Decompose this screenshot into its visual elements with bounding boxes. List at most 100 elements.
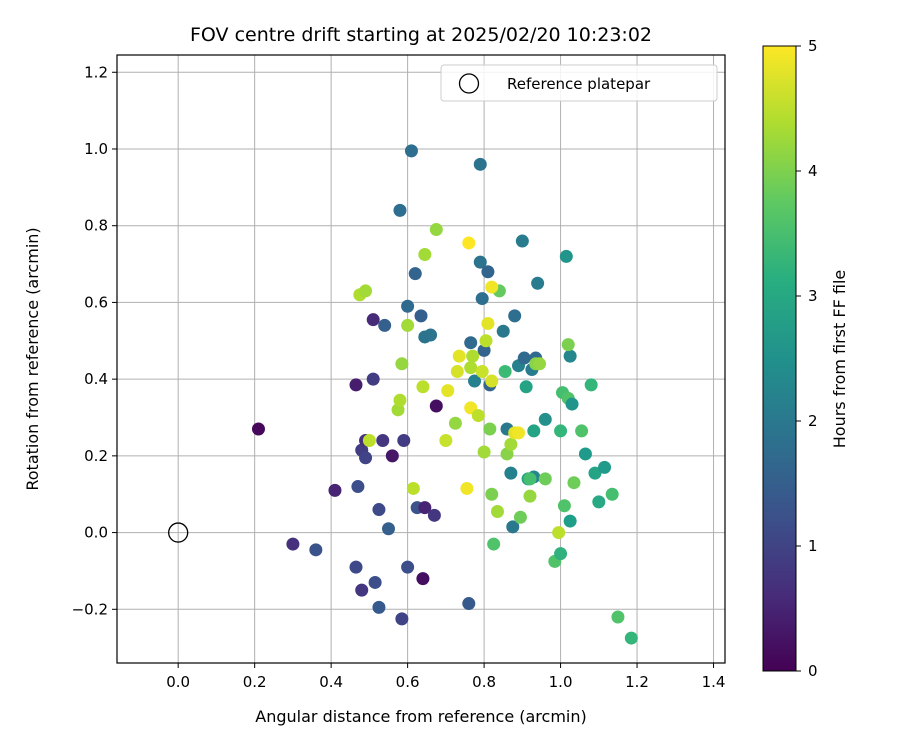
data-point: [427, 508, 441, 522]
data-point: [554, 547, 568, 561]
data-point: [578, 447, 592, 461]
data-point: [404, 144, 418, 158]
legend-reference-marker: [458, 73, 480, 94]
data-point: [523, 472, 537, 486]
data-point: [328, 483, 342, 497]
data-point: [490, 504, 504, 518]
data-point: [406, 481, 420, 495]
data-point: [605, 487, 619, 501]
data-point: [557, 499, 571, 513]
data-point: [401, 560, 415, 574]
y-tick-label: 0.0: [84, 524, 108, 542]
data-point: [485, 280, 499, 294]
data-point: [592, 495, 606, 509]
data-point: [401, 318, 415, 332]
data-point: [567, 476, 581, 490]
data-point: [359, 284, 373, 298]
data-point: [527, 424, 541, 438]
x-axis-label: Angular distance from reference (arcmin): [255, 707, 586, 726]
data-point: [448, 416, 462, 430]
data-point: [372, 503, 386, 517]
data-point: [512, 426, 526, 440]
legend-box: [440, 64, 718, 102]
colorbar-label: Hours from first FF file: [830, 270, 849, 449]
data-point: [460, 481, 474, 495]
data-point: [496, 324, 510, 338]
data-point: [487, 537, 501, 551]
data-point: [355, 583, 369, 597]
data-point: [559, 249, 573, 263]
data-point: [471, 409, 485, 423]
data-point: [414, 309, 428, 323]
data-point: [588, 466, 602, 480]
data-point: [368, 575, 382, 589]
x-tick-label: 0.4: [319, 673, 343, 691]
data-point: [504, 437, 518, 451]
data-point: [538, 412, 552, 426]
data-point: [395, 357, 409, 371]
data-point: [475, 292, 489, 306]
data-point: [475, 364, 489, 378]
legend-label: Reference platepar: [507, 75, 651, 93]
data-point: [611, 610, 625, 624]
data-point: [450, 364, 464, 378]
x-tick-label: 0.0: [166, 673, 190, 691]
data-point: [378, 318, 392, 332]
data-point: [393, 203, 407, 217]
colorbar-tick-label: 1: [808, 537, 818, 555]
colorbar-tick-label: 3: [808, 287, 818, 305]
y-tick-label: −0.2: [72, 600, 108, 618]
data-point: [376, 434, 390, 448]
data-point: [286, 537, 300, 551]
data-point: [563, 349, 577, 363]
chart-title: FOV centre drift starting at 2025/02/20 …: [190, 24, 652, 46]
x-tick-label: 0.6: [396, 673, 420, 691]
data-point: [515, 234, 529, 248]
data-point: [519, 380, 533, 394]
reference-marker-layer: [168, 522, 189, 543]
data-point: [504, 466, 518, 480]
data-point: [498, 364, 512, 378]
data-point: [416, 380, 430, 394]
data-point: [561, 338, 575, 352]
colorbar-gradient: [762, 45, 797, 672]
data-point: [483, 422, 497, 436]
data-point: [517, 351, 531, 365]
data-point: [359, 451, 373, 465]
colorbar: 0 1 2 3 4 5 Hours from first FF file: [762, 37, 849, 680]
data-point: [481, 265, 495, 279]
data-point: [473, 255, 487, 269]
colorbar-tick-label: 0: [808, 662, 818, 680]
y-tick-label: 0.4: [84, 370, 108, 388]
x-tick-label: 1.4: [702, 673, 726, 691]
data-point: [538, 472, 552, 486]
colorbar-tick-label: 5: [808, 37, 818, 55]
data-point: [397, 434, 411, 448]
data-point: [349, 378, 363, 392]
x-tick-label: 0.2: [243, 673, 267, 691]
data-point: [464, 361, 478, 375]
data-point: [508, 309, 522, 323]
data-point: [464, 336, 478, 350]
data-point: [584, 378, 598, 392]
data-point: [575, 424, 589, 438]
y-tick-label: 0.2: [84, 447, 108, 465]
data-point: [485, 487, 499, 501]
data-point: [466, 349, 480, 363]
data-point: [251, 422, 265, 436]
data-point: [381, 522, 395, 536]
data-point: [385, 449, 399, 463]
data-point: [481, 317, 495, 331]
data-point: [351, 480, 365, 494]
data-point: [624, 631, 638, 645]
x-axis-ticks: 0.0 0.2 0.4 0.6 0.8 1.0 1.2 1.4: [166, 663, 725, 691]
data-point: [563, 514, 577, 528]
grid: [117, 55, 725, 663]
data-point: [513, 510, 527, 524]
data-point: [424, 328, 438, 342]
data-point: [362, 434, 376, 448]
colorbar-tick-label: 4: [808, 162, 818, 180]
data-point: [462, 597, 476, 611]
data-point: [349, 560, 363, 574]
y-tick-label: 1.2: [84, 63, 108, 81]
